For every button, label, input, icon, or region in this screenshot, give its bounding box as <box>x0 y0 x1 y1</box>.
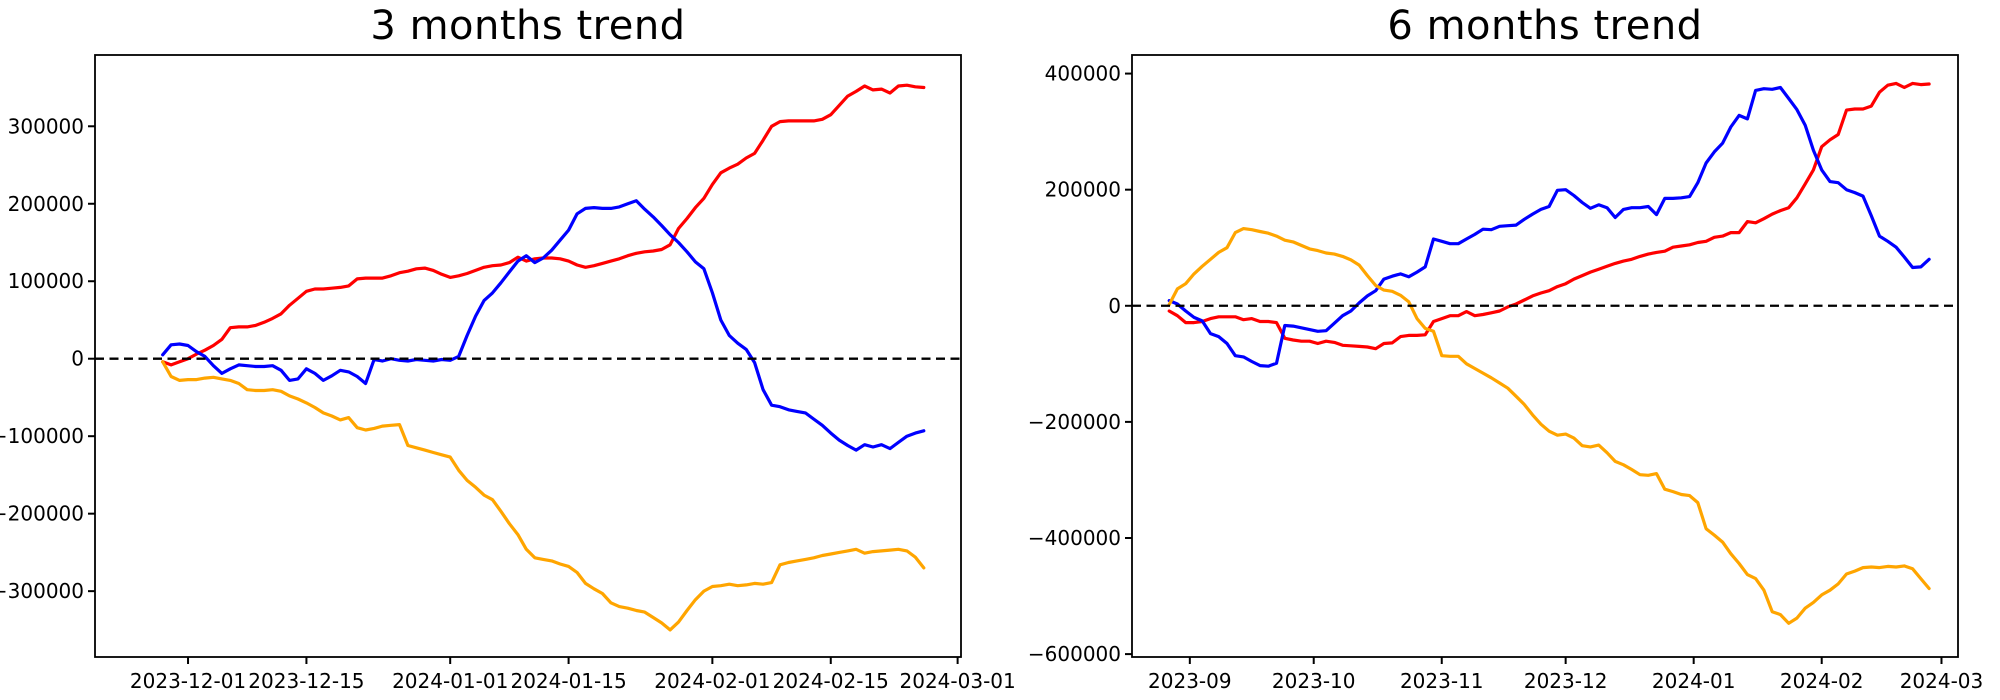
plot-border <box>94 54 962 658</box>
chart-0: −300000 −200000 −100000 0 100000 200000 300000… <box>0 54 1016 693</box>
x-tick-label: 2024-01-15 <box>510 669 626 693</box>
x-tick-label: 2023-12 <box>1524 669 1608 693</box>
y-tick-label: 200000 <box>1045 178 1121 202</box>
x-tick-label: 2024-03-01 <box>900 669 1016 693</box>
x-tick-label: 2023-12-15 <box>248 669 364 693</box>
x-tick-label: 2024-03 <box>1900 669 1984 693</box>
y-tick-label: −100000 <box>0 424 84 448</box>
x-tick-label: 2023-09 <box>1148 669 1232 693</box>
y-tick-label: −400000 <box>1028 526 1121 550</box>
y-tick-label: 400000 <box>1045 62 1121 86</box>
y-tick-label: 300000 <box>8 114 84 138</box>
chart-title-3-months: 3 months trend <box>370 3 686 49</box>
series-red-line <box>161 83 926 367</box>
y-tick-label: −200000 <box>0 502 84 526</box>
x-tick-label: 2024-02 <box>1780 669 1864 693</box>
y-tick-label: 0 <box>71 347 84 371</box>
series-orange-line <box>1167 227 1931 625</box>
x-tick-label: 2024-02-01 <box>654 669 770 693</box>
y-tick-label: 0 <box>1108 294 1121 318</box>
series-red-line <box>1167 81 1931 351</box>
plot-border <box>1131 54 1959 658</box>
series-blue-line <box>1167 85 1931 368</box>
x-tick-label: 2024-01 <box>1652 669 1736 693</box>
chart-1: −600000 −400000 −200000 0 200000 400000 2023-0… <box>1028 54 1984 693</box>
y-tick-label: −200000 <box>1028 410 1121 434</box>
x-tick-label: 2024-02-15 <box>773 669 889 693</box>
series-blue-line <box>161 199 926 452</box>
y-tick-label: 200000 <box>8 192 84 216</box>
chart-title-6-months: 6 months trend <box>1387 3 1703 49</box>
series-orange-line <box>161 360 926 632</box>
y-tick-label: −600000 <box>1028 642 1121 666</box>
y-tick-label: 100000 <box>8 269 84 293</box>
x-tick-label: 2023-12-01 <box>130 669 246 693</box>
x-tick-label: 2023-10 <box>1272 669 1356 693</box>
y-tick-label: −300000 <box>0 579 84 603</box>
x-tick-label: 2024-01-01 <box>392 669 508 693</box>
x-tick-label: 2023-11 <box>1400 669 1484 693</box>
